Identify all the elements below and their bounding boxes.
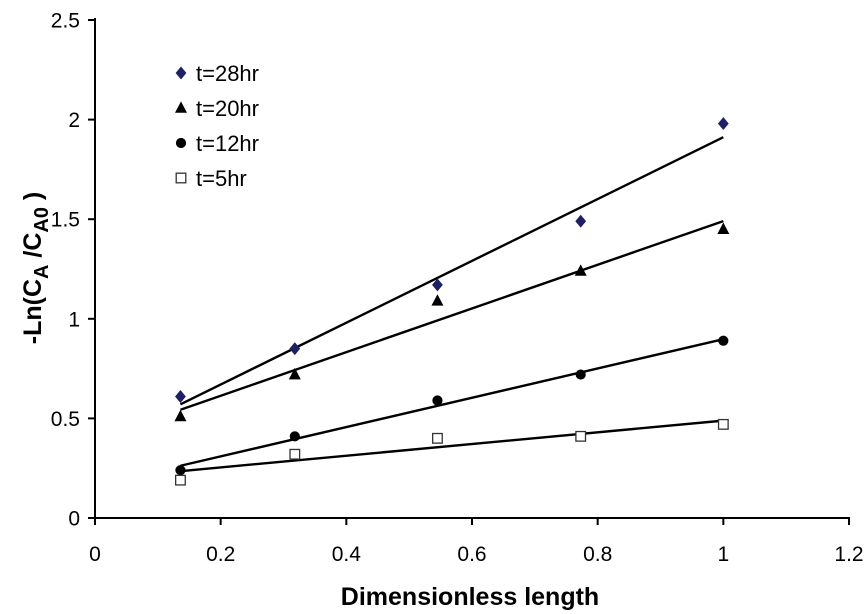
data-point-circle	[175, 465, 186, 476]
x-axis-title: Dimensionless length	[341, 583, 599, 611]
y-tick-label: 2.5	[51, 10, 80, 33]
data-point-triangle	[717, 222, 730, 234]
trendlines	[179, 136, 724, 473]
y-tick-label: 1.5	[51, 209, 80, 232]
trendline	[180, 419, 724, 473]
data-point-square	[717, 418, 729, 430]
legend-marker-diamond	[175, 66, 187, 80]
data-points	[174, 117, 730, 486]
y-axis-title-text: /C	[19, 233, 47, 265]
x-tick-label: 1.2	[834, 543, 863, 566]
legend-marker-triangle	[175, 101, 187, 113]
tick-labels: 0 0.2 0.4 0.6 0.8 1 1.2 0 0.5 1 1.5 2 2.5	[51, 10, 864, 567]
trendline	[179, 136, 724, 406]
data-point-triangle	[431, 294, 444, 306]
data-point-circle	[718, 335, 729, 346]
trendline	[180, 338, 724, 467]
data-point-diamond	[175, 390, 186, 403]
y-axis-title-subscript: A	[31, 265, 53, 279]
data-point-square	[289, 448, 301, 460]
data-point-circle	[432, 395, 443, 406]
legend-label: t=20hr	[196, 96, 259, 121]
data-point-triangle	[574, 264, 587, 276]
data-point-diamond	[432, 278, 443, 292]
data-point-square	[175, 474, 186, 486]
data-point-triangle	[288, 367, 301, 380]
x-tick-label: 0	[89, 543, 101, 566]
y-tick-label: 2	[68, 109, 80, 132]
legend-entry: t=20hr	[175, 96, 259, 121]
data-point-circle	[289, 431, 300, 442]
axes	[88, 18, 850, 525]
data-point-triangle	[174, 409, 187, 422]
x-tick-label: 0.2	[206, 543, 235, 566]
y-axis-title: -Ln(CA /CA0 )	[19, 192, 53, 345]
data-point-diamond	[717, 117, 729, 131]
data-point-circle	[575, 369, 586, 380]
data-point-square	[431, 432, 443, 444]
y-tick-label: 0.5	[51, 408, 80, 431]
legend-entry: t=28hr	[175, 61, 259, 86]
y-axis-title-text: -Ln(C	[19, 279, 47, 344]
y-tick-label: 0	[68, 508, 80, 531]
legend: t=28hr t=20hr t=12hr t=5hr	[175, 61, 259, 191]
legend-label: t=28hr	[196, 61, 259, 86]
legend-entry: t=5hr	[175, 166, 247, 191]
legend-label: t=12hr	[196, 131, 259, 156]
legend-label: t=5hr	[196, 166, 247, 191]
y-axis-title-text: )	[19, 192, 47, 207]
data-point-diamond	[575, 214, 587, 228]
trendline	[180, 219, 724, 411]
x-tick-label: 1	[717, 543, 729, 566]
x-tick-label: 0.6	[457, 543, 486, 566]
legend-marker-circle	[175, 137, 187, 149]
x-tick-label: 0.4	[332, 543, 362, 566]
y-axis-title-subscript: A0	[31, 207, 53, 233]
data-point-square	[575, 430, 587, 442]
y-tick-label: 1	[68, 308, 80, 331]
legend-entry: t=12hr	[175, 131, 259, 156]
legend-marker-square	[175, 172, 187, 184]
data-point-diamond	[289, 342, 301, 356]
x-tick-label: 0.8	[583, 543, 612, 566]
